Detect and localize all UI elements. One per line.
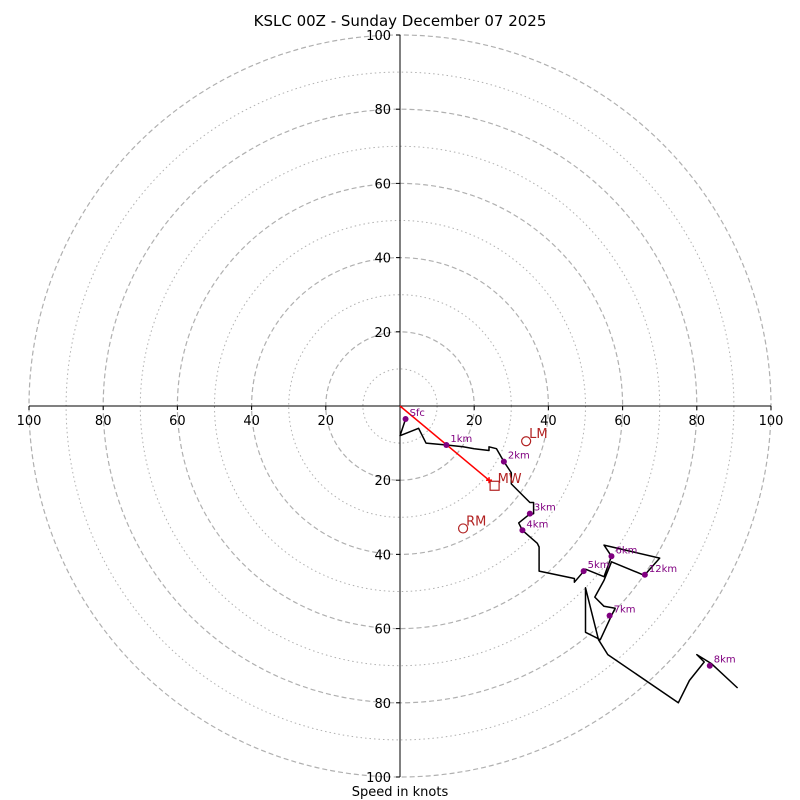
y-tick-label: 60	[374, 623, 391, 638]
y-tick-label: 20	[374, 474, 391, 489]
height-marker-label: Sfc	[410, 408, 425, 419]
storm-motion-circle	[457, 523, 469, 534]
height-marker-dot	[706, 662, 713, 669]
chart-title: KSLC 00Z - Sunday December 07 2025	[254, 12, 547, 30]
height-marker-dot	[641, 571, 648, 578]
storm-motion-label: RM	[466, 514, 486, 529]
height-marker-label: 1km	[450, 434, 472, 445]
height-marker-label: 12km	[649, 564, 677, 575]
height-marker-label: 4km	[526, 519, 548, 530]
height-marker-label: 5km	[588, 560, 610, 571]
height-marker-dot	[519, 527, 526, 534]
storm-motion-markers: LM RM MW	[457, 427, 548, 534]
storm-motion-square	[489, 480, 500, 491]
height-marker-dot	[526, 510, 533, 517]
x-tick-label: 80	[689, 414, 706, 429]
y-tick-label: 100	[366, 29, 391, 44]
x-tick-label: 60	[614, 414, 631, 429]
y-tick-label: 40	[374, 252, 391, 267]
height-marker-dot	[580, 568, 587, 575]
x-tick-label: 20	[318, 414, 335, 429]
y-tick-label: 80	[374, 697, 391, 712]
y-tick-label: 20	[374, 326, 391, 341]
height-marker-dot	[608, 553, 615, 560]
height-marker-label: 2km	[508, 451, 530, 462]
height-marker-label: 6km	[615, 545, 637, 556]
x-tick-label: 100	[759, 414, 784, 429]
x-tick-label: 60	[169, 414, 186, 429]
wind-trace	[399, 418, 739, 704]
hodograph-trace-line	[399, 418, 739, 704]
height-marker-dot	[500, 458, 507, 465]
x-tick-label: 20	[466, 414, 483, 429]
height-marker-dot	[606, 612, 613, 619]
y-tick-label: 100	[366, 771, 391, 786]
y-tick-label: 80	[374, 103, 391, 118]
height-marker-label: 3km	[534, 503, 556, 514]
y-tick-label: 60	[374, 177, 391, 192]
y-tick-label: 40	[374, 548, 391, 563]
height-marker-label: 7km	[614, 605, 636, 616]
x-tick-label: 40	[540, 414, 557, 429]
storm-motion-circle	[521, 436, 532, 447]
x-tick-label: 80	[95, 414, 112, 429]
x-axis-label: Speed in knots	[352, 785, 449, 800]
height-marker-dot	[443, 441, 450, 448]
x-tick-label: 100	[17, 414, 42, 429]
x-tick-label: 40	[243, 414, 260, 429]
height-marker-label: 8km	[714, 655, 736, 666]
height-markers: Sfc 1km 2km 3km 4km 5km 6km 7km 8km 12km	[402, 408, 736, 669]
storm-motion-label: LM	[529, 427, 547, 442]
height-marker-dot	[402, 415, 409, 422]
storm-motion-label: MW	[498, 472, 522, 487]
tick-labels: 100 80 60 40 20 20 40 60 80 100 100 80 60 40 20 20 40 60 8…	[17, 29, 784, 786]
